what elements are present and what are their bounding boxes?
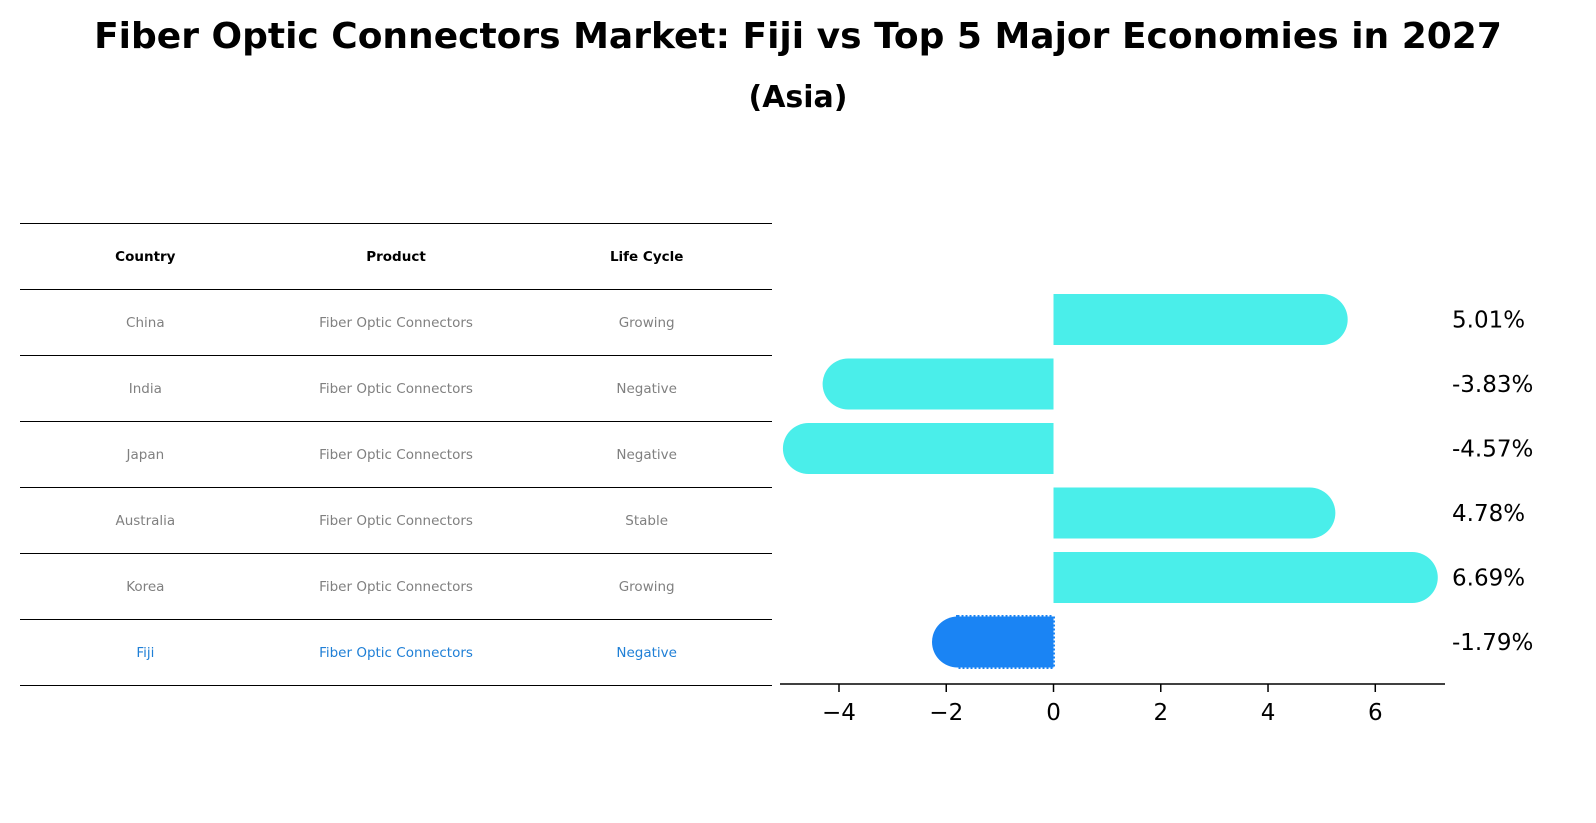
x-tick-label: 0 [1046,700,1061,726]
bar [1053,487,1310,539]
cell-life-cycle: Growing [618,314,675,331]
table-row: China Fiber Optic Connectors Growing [20,290,772,356]
value-label: -4.57% [1452,437,1533,463]
bar [848,358,1054,410]
table-row: Japan Fiber Optic Connectors Negative [20,422,772,488]
bar-cap [1284,487,1336,539]
value-label: 5.01% [1452,308,1525,334]
table-header-row: Country Product Life Cycle [20,223,772,290]
cell-country: Fiji [136,644,155,661]
cell-product: Fiber Optic Connectors [319,314,473,331]
table-row-highlight: Fiji Fiber Optic Connectors Negative [20,620,772,686]
bar-cap [822,358,874,410]
cell-product: Fiber Optic Connectors [319,644,473,661]
cell-country: India [128,380,162,397]
cell-country: Australia [115,512,176,529]
cell-life-cycle: Growing [618,578,675,595]
bar [808,423,1054,474]
growth-bar-chart: 5.01% -3.83% -4.57% 4.78% 6.69% -1.79% −4 −2 0 2 4… [780,294,1533,726]
bar-outline [956,615,1056,669]
cell-product: Fiber Optic Connectors [319,512,473,529]
cell-life-cycle: Negative [616,380,677,397]
x-tick-label: 6 [1368,700,1383,726]
cell-product: Fiber Optic Connectors [319,446,473,463]
x-tick-label: −4 [822,700,856,726]
cell-life-cycle: Negative [616,446,677,463]
x-tick-label: 2 [1153,700,1168,726]
chart-title: Fiber Optic Connectors Market: Fiji vs T… [94,16,1502,57]
cell-product: Fiber Optic Connectors [319,578,473,595]
x-tick-label: 4 [1261,700,1276,726]
cell-life-cycle: Negative [616,644,677,661]
bar [1053,552,1413,603]
cell-country: Korea [126,578,165,595]
bar-cap [1296,294,1348,345]
x-tick-label: −2 [929,700,963,726]
header-product: Product [366,248,426,265]
table-row: Korea Fiber Optic Connectors Growing [20,554,772,620]
header-country: Country [115,248,176,265]
cell-country: Japan [126,446,165,463]
bar-cap [782,423,834,474]
bar-cap [1386,552,1438,603]
table-row: Australia Fiber Optic Connectors Stable [20,488,772,554]
cell-life-cycle: Stable [625,512,669,529]
chart-subtitle: (Asia) [748,80,848,115]
header-life-cycle: Life Cycle [609,248,684,265]
comparison-table: Country Product Life Cycle China Fiber O… [20,223,772,686]
value-label: -1.79% [1452,630,1533,656]
value-label: 4.78% [1452,501,1525,527]
table-row: India Fiber Optic Connectors Negative [20,356,772,422]
bar [1053,294,1323,345]
value-label: 6.69% [1452,566,1525,592]
cell-product: Fiber Optic Connectors [319,380,473,397]
value-label: -3.83% [1452,372,1533,398]
cell-country: China [126,314,165,331]
